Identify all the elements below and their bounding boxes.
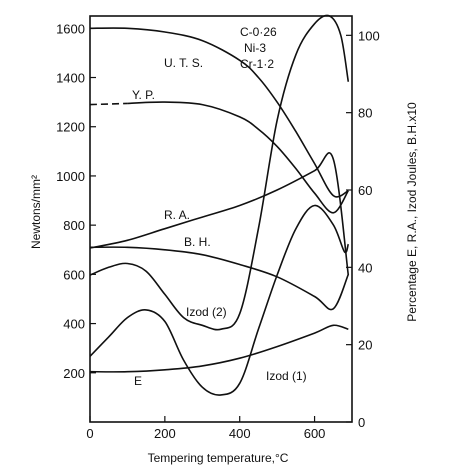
label-izod-1: Izod (1) (266, 369, 307, 383)
y-left-tick-label: 600 (63, 267, 85, 282)
label-yp: Y. P. (132, 88, 155, 102)
label-uts: U. T. S. (164, 56, 203, 70)
x-tick-label: 400 (229, 426, 251, 441)
composition-nickel: Ni-3 (244, 41, 266, 55)
x-axis-title: Tempering temperature,°C (148, 451, 289, 465)
series-u-t-s-line (89, 27, 349, 198)
y-right-tick-label: 80 (358, 106, 372, 121)
y-left-tick-label: 1200 (56, 120, 85, 135)
curves (89, 14, 350, 396)
y-right-axis-title: Percentage E, R.A., Izod Joules, B.H.x10 (405, 102, 419, 322)
y-left-tick-label: 800 (63, 218, 85, 233)
y-right-tick-label: 0 (358, 415, 365, 430)
series-izod-1-line (89, 204, 350, 396)
label-bh: B. H. (184, 235, 211, 249)
y-left-tick-label: 400 (63, 317, 85, 332)
y-right-tick-label: 100 (358, 28, 380, 43)
tick-labels: 0 200 400 600 200 400 600 800 1000 1200 1400 1600 0 2… (56, 21, 380, 441)
y-left-tick-label: 1400 (56, 71, 85, 86)
y-left-tick-label: 200 (63, 366, 85, 381)
y-right-tick-label: 20 (358, 338, 372, 353)
label-ra: R. A. (164, 208, 190, 222)
series-r-a-line (89, 152, 350, 276)
series-y-p-line (127, 101, 349, 214)
x-tick-label: 0 (86, 426, 93, 441)
series-izod-2-line (89, 14, 350, 331)
label-e: E (134, 374, 142, 388)
series-b-h-line (89, 246, 350, 311)
y-right-tick-label: 60 (358, 183, 372, 198)
series-e-line (89, 324, 349, 373)
y-right-tick-label: 40 (358, 260, 372, 275)
y-left-tick-label: 1600 (56, 21, 85, 36)
composition-carbon: C-0·26 (240, 25, 277, 39)
plot-border (89, 15, 353, 423)
y-left-axis-title: Newtons/mm² (29, 175, 43, 249)
series-y-p-dashed-line (89, 102, 128, 106)
label-izod-2: Izod (2) (186, 305, 227, 319)
x-tick-label: 200 (154, 426, 176, 441)
y-left-tick-label: 1000 (56, 169, 85, 184)
x-tick-label: 600 (304, 426, 326, 441)
plot-frame (89, 15, 353, 423)
composition-chromium: Cr-1·2 (240, 57, 274, 71)
